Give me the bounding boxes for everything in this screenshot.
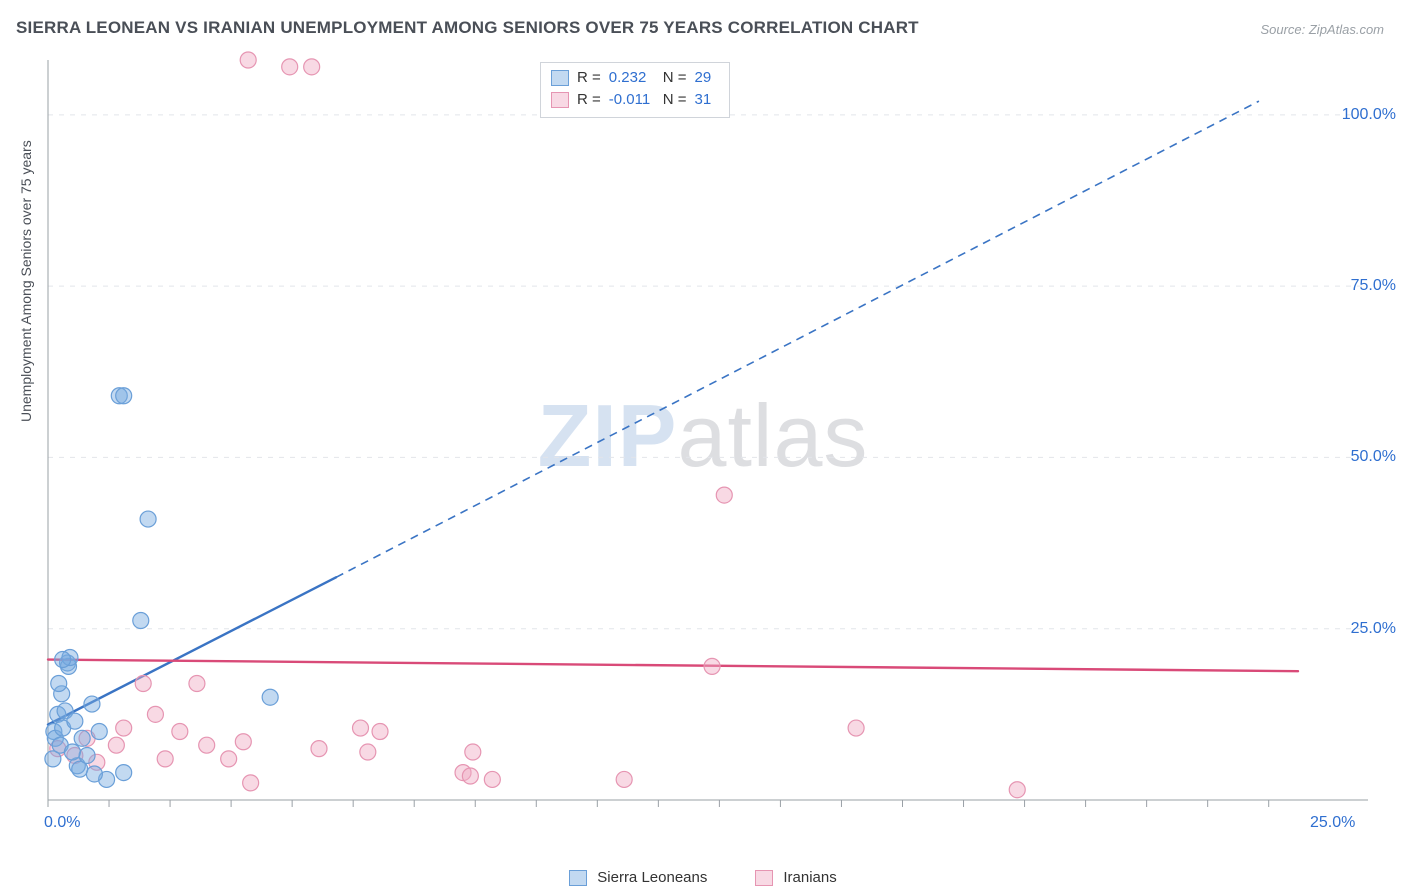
- swatch-pink: [551, 92, 569, 108]
- legend-label-blue: Sierra Leoneans: [597, 869, 707, 886]
- source-attribution: Source: ZipAtlas.com: [1260, 22, 1384, 37]
- legend: Sierra Leoneans Iranians: [0, 869, 1406, 886]
- stats-row-pink: R = -0.011 N = 31: [551, 89, 719, 111]
- y-tick-label: 50.0%: [1351, 448, 1396, 466]
- x-tick-label-25: 25.0%: [1310, 814, 1355, 832]
- stats-box: R = 0.232 N = 29 R = -0.011 N = 31: [540, 62, 730, 118]
- r-value-blue: 0.232: [609, 67, 655, 89]
- swatch-pink: [755, 870, 773, 886]
- y-tick-label: 100.0%: [1342, 106, 1396, 124]
- y-tick-label: 25.0%: [1351, 620, 1396, 638]
- legend-label-pink: Iranians: [783, 869, 836, 886]
- y-axis-label: Unemployment Among Seniors over 75 years: [18, 140, 34, 422]
- x-tick-label-0: 0.0%: [44, 814, 80, 832]
- legend-item-blue: Sierra Leoneans: [569, 869, 707, 886]
- chart-svg: [48, 60, 1368, 830]
- n-value-pink: 31: [695, 89, 719, 111]
- r-label: R =: [577, 89, 601, 111]
- n-label: N =: [663, 67, 687, 89]
- n-label: N =: [663, 89, 687, 111]
- n-value-blue: 29: [695, 67, 719, 89]
- r-label: R =: [577, 67, 601, 89]
- stats-row-blue: R = 0.232 N = 29: [551, 67, 719, 89]
- legend-item-pink: Iranians: [755, 869, 836, 886]
- swatch-blue: [551, 70, 569, 86]
- swatch-blue: [569, 870, 587, 886]
- chart-plot-area: [48, 60, 1368, 830]
- r-value-pink: -0.011: [609, 89, 655, 111]
- chart-title: SIERRA LEONEAN VS IRANIAN UNEMPLOYMENT A…: [16, 18, 919, 38]
- y-tick-label: 75.0%: [1351, 277, 1396, 295]
